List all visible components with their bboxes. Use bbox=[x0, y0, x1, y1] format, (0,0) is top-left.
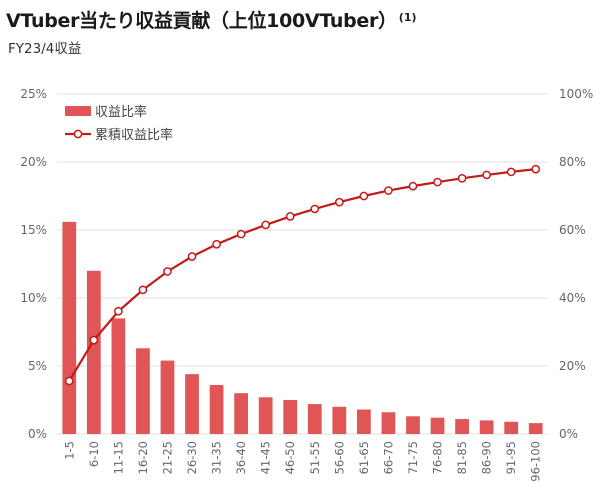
bar bbox=[332, 406, 347, 434]
x-tick-label: 26-30 bbox=[185, 441, 199, 474]
left-tick-label: 20% bbox=[20, 155, 47, 169]
x-tick-label: 11-15 bbox=[111, 441, 125, 474]
chart-title: VTuber当たり収益貢献（上位100VTuber） bbox=[6, 10, 397, 32]
x-tick-label: 1-5 bbox=[62, 441, 76, 460]
left-tick-label: 0% bbox=[28, 427, 47, 441]
x-tick-label: 46-50 bbox=[283, 441, 297, 474]
x-tick-label: 91-95 bbox=[504, 441, 518, 474]
line-point bbox=[64, 376, 74, 386]
x-tick-label: 76-80 bbox=[431, 441, 445, 474]
line-point bbox=[506, 167, 516, 177]
line-point bbox=[187, 252, 197, 261]
line-point bbox=[285, 212, 295, 221]
bar bbox=[528, 423, 543, 434]
bar bbox=[258, 397, 273, 434]
legend-marker-line bbox=[73, 129, 83, 139]
line-point bbox=[163, 267, 172, 276]
line-point bbox=[359, 191, 369, 201]
line-point bbox=[236, 229, 246, 239]
left-tick-label: 15% bbox=[20, 223, 47, 237]
x-tick-label: 81-85 bbox=[455, 441, 469, 474]
line-point bbox=[261, 220, 271, 230]
legend-label-bar: 収益比率 bbox=[95, 104, 147, 120]
bar bbox=[86, 270, 101, 434]
line-point bbox=[138, 285, 148, 295]
bar bbox=[504, 421, 519, 434]
right-tick-label: 60% bbox=[559, 223, 586, 237]
x-tick-label: 61-65 bbox=[357, 441, 371, 474]
x-tick-label: 41-45 bbox=[259, 441, 273, 474]
right-tick-label: 100% bbox=[559, 87, 593, 101]
right-tick-label: 40% bbox=[559, 291, 586, 305]
right-tick-label: 20% bbox=[559, 359, 586, 373]
x-tick-label: 6-10 bbox=[87, 441, 101, 467]
line-point bbox=[482, 170, 491, 180]
x-axis-ticks: 1-5 6-10 11-15 16-20 21-25 26-30 31-35 36-40 41-… bbox=[62, 441, 542, 482]
x-tick-label: 66-70 bbox=[381, 441, 395, 474]
x-tick-label: 31-35 bbox=[210, 441, 224, 474]
line-point bbox=[457, 173, 467, 183]
line-point bbox=[433, 177, 442, 187]
chart-title-row: VTuber当たり収益貢献（上位100VTuber） (1) bbox=[6, 6, 417, 33]
bar bbox=[406, 416, 420, 434]
x-tick-label: 71-75 bbox=[406, 441, 420, 474]
x-tick-label: 86-90 bbox=[480, 441, 494, 474]
x-tick-label: 51-55 bbox=[308, 441, 322, 474]
bar bbox=[283, 400, 298, 434]
right-tick-label: 0% bbox=[559, 427, 578, 441]
x-tick-label: 21-25 bbox=[160, 441, 174, 474]
right-tick-label: 80% bbox=[559, 155, 586, 169]
bar-series bbox=[62, 221, 543, 434]
x-tick-label: 36-40 bbox=[234, 441, 248, 474]
x-tick-label: 56-60 bbox=[332, 441, 346, 474]
bar bbox=[381, 412, 396, 434]
chart-subtitle: FY23/4収益 bbox=[8, 41, 82, 57]
line-point bbox=[212, 239, 221, 249]
line-point bbox=[114, 306, 123, 316]
bar bbox=[430, 417, 445, 434]
left-tick-label: 10% bbox=[20, 291, 47, 305]
line-point bbox=[89, 335, 99, 345]
title-footnote-marker: (1) bbox=[398, 10, 417, 24]
bar bbox=[234, 393, 248, 434]
legend: 収益比率 累積収益比率 bbox=[65, 104, 173, 143]
bar bbox=[111, 318, 126, 434]
line-point bbox=[310, 204, 320, 214]
bar bbox=[209, 385, 224, 434]
left-axis-ticks: 0% 5% 10% 15% 20% 25% bbox=[20, 87, 47, 441]
x-tick-label: 16-20 bbox=[136, 441, 150, 474]
line-point bbox=[384, 186, 393, 195]
legend-swatch-bar bbox=[65, 106, 91, 116]
legend-label-line: 累積収益比率 bbox=[95, 127, 173, 143]
bar bbox=[62, 221, 77, 434]
line-point bbox=[408, 181, 418, 191]
left-tick-label: 25% bbox=[20, 87, 47, 101]
bar bbox=[479, 420, 494, 434]
bar bbox=[136, 348, 150, 434]
bar bbox=[185, 374, 199, 434]
bar bbox=[455, 419, 469, 434]
line-point bbox=[334, 197, 344, 207]
bar bbox=[160, 360, 175, 434]
x-tick-label: 96-100 bbox=[529, 441, 543, 482]
bar bbox=[357, 409, 371, 434]
gridlines bbox=[57, 93, 548, 435]
bar bbox=[307, 404, 322, 434]
left-tick-label: 5% bbox=[28, 359, 47, 373]
line-point bbox=[531, 164, 541, 174]
right-axis-ticks: 0% 20% 40% 60% 80% 100% bbox=[559, 87, 593, 441]
line-series bbox=[64, 164, 541, 386]
